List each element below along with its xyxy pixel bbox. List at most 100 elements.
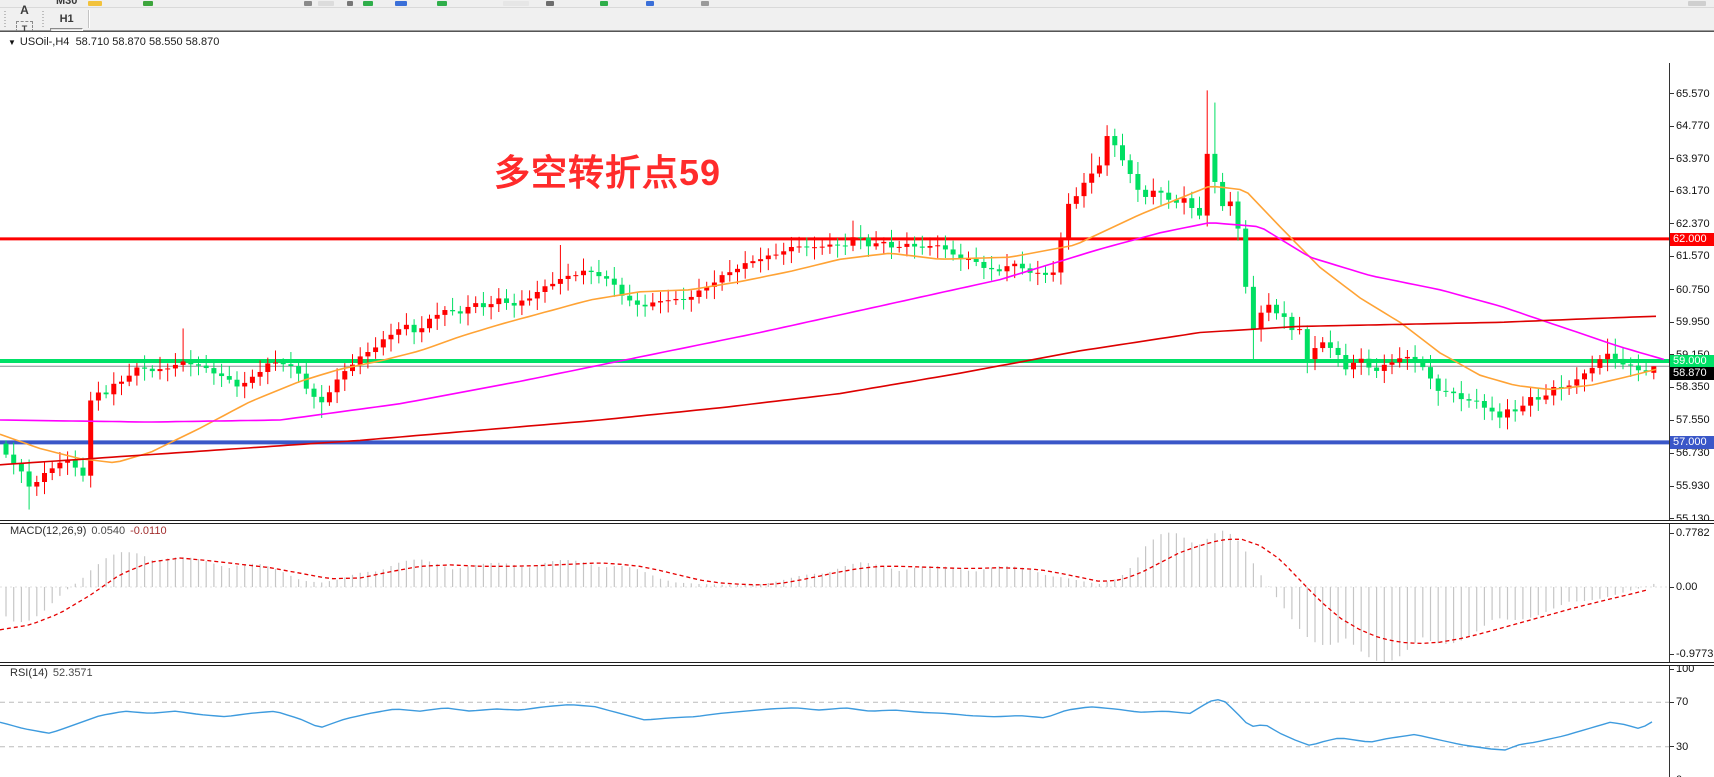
candle [596,272,602,277]
candle [1489,407,1495,412]
candle [427,318,432,329]
rsi-line [0,698,1653,751]
candle [1404,356,1410,359]
candle [1497,411,1503,418]
candle [403,324,409,330]
candle [1104,136,1110,166]
chevron-down-icon[interactable]: ▼ [8,38,16,47]
rsi-panel[interactable] [0,664,1669,777]
candle [727,272,733,276]
candle [34,481,40,487]
candle [1512,409,1518,412]
clipped-toolbar-icon[interactable] [88,1,102,6]
candle [773,254,779,256]
clipped-toolbar-icon[interactable] [347,1,353,6]
candle [488,304,494,308]
candle [1643,370,1649,372]
panel-separator[interactable] [0,520,1714,524]
candle [1366,358,1372,368]
candle [1458,393,1464,400]
price-tick-label: 63.970 [1670,153,1710,166]
candle [1374,367,1380,371]
candle [1012,263,1018,267]
candle [1535,397,1541,400]
timeframe-button-h1[interactable]: H1 [59,13,74,25]
price-tick-label: 55.930 [1670,480,1710,493]
candle [1358,358,1364,363]
candle [1212,153,1218,182]
candle [950,249,956,255]
candle [581,270,586,276]
clipped-toolbar-icon[interactable] [503,1,529,6]
candle [665,300,671,302]
candle [1474,400,1480,402]
chart-title: ▼ USOil-,H4 58.710 58.870 58.550 58.870 [8,36,219,48]
candle [1166,192,1172,200]
candle [788,246,794,252]
level-price-tag-57.000: 57.000 [1670,436,1714,450]
clipped-toolbar-icon[interactable] [437,1,447,6]
clipped-toolbar-icon[interactable] [646,1,654,6]
candle [280,362,286,365]
candle [1574,379,1580,386]
price-axis[interactable]: 65.570 64.770 63.970 63.170 62.370 61.570 60.7… [1669,63,1714,777]
macd-label: MACD(12,26,9) 0.0540 -0.0110 [10,525,167,537]
font-tool-button[interactable]: A [12,1,37,19]
toolbar-grip[interactable] [39,11,47,27]
font-tool-icon: A [20,3,29,17]
candle [1043,272,1048,275]
clipped-toolbar-icon[interactable] [143,1,153,6]
candle [781,251,787,255]
candle [1589,367,1595,374]
candle [326,392,332,403]
candle [865,237,871,247]
candle [442,310,448,315]
candle [1551,386,1557,396]
candle [1227,201,1233,207]
candle [1443,390,1449,392]
panel-separator[interactable] [0,662,1714,666]
candle [1466,399,1472,401]
clipped-toolbar-icon[interactable] [1688,1,1706,6]
rsi-tick-label: 100 [1670,663,1694,676]
toolbar-grip[interactable] [2,11,9,27]
candle [473,303,479,307]
price-tick-label: 60.750 [1670,284,1710,297]
candle [1297,329,1303,331]
candle [1343,355,1349,370]
candle [542,286,548,292]
candle [1312,348,1318,359]
candle [350,364,355,372]
candle [365,352,371,357]
candle [1158,190,1164,193]
macd-panel[interactable] [0,522,1669,662]
candle [511,302,517,306]
clipped-toolbar-icon-row [0,0,1714,8]
candle [296,366,302,374]
candle [373,347,379,353]
clipped-toolbar-icon[interactable] [600,1,608,6]
clipped-toolbar-icon[interactable] [363,1,373,6]
candle [1081,182,1087,197]
candle [896,246,902,248]
candle [411,324,417,333]
timeframe-button-m30[interactable]: M30 [55,0,78,7]
candle [242,382,248,387]
candle [534,291,540,299]
clipped-toolbar-icon[interactable] [546,1,554,6]
candle [996,269,1002,272]
main-price-panel[interactable] [0,63,1669,520]
candle [257,371,263,377]
candle [226,376,232,380]
candle [619,284,625,296]
candle [881,241,887,244]
clipped-toolbar-icon[interactable] [701,1,709,6]
clipped-toolbar-icon[interactable] [318,1,334,6]
clipped-toolbar-icon[interactable] [395,1,407,6]
candles-layer [3,90,1657,510]
candle [157,369,163,372]
macd-tick-label: -0.9773 [1670,648,1713,661]
chart-annotation-text[interactable]: 多空转折点59 [494,152,722,193]
candle [850,237,856,246]
clipped-toolbar-icon[interactable] [304,1,312,6]
